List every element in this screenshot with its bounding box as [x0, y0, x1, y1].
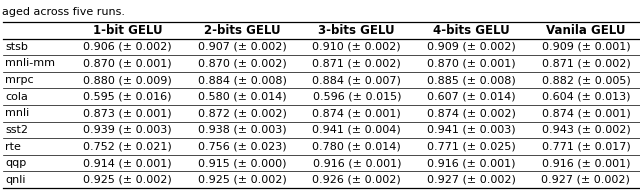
Text: cola: cola [5, 92, 28, 102]
Text: 2-bits GELU: 2-bits GELU [204, 24, 280, 37]
Text: 0.604 (± 0.013): 0.604 (± 0.013) [541, 92, 630, 102]
Text: Vanila GELU: Vanila GELU [546, 24, 626, 37]
Text: 0.909 (± 0.002): 0.909 (± 0.002) [427, 42, 516, 52]
Text: 4-bits GELU: 4-bits GELU [433, 24, 509, 37]
Text: 0.874 (± 0.002): 0.874 (± 0.002) [427, 108, 516, 118]
Text: 0.941 (± 0.004): 0.941 (± 0.004) [312, 125, 401, 135]
Text: 0.927 (± 0.002): 0.927 (± 0.002) [541, 175, 630, 185]
Text: 0.909 (± 0.001): 0.909 (± 0.001) [541, 42, 630, 52]
Text: 0.871 (± 0.002): 0.871 (± 0.002) [541, 58, 630, 69]
Text: 0.882 (± 0.005): 0.882 (± 0.005) [541, 75, 630, 85]
Text: 0.870 (± 0.001): 0.870 (± 0.001) [427, 58, 516, 69]
Text: 0.938 (± 0.003): 0.938 (± 0.003) [198, 125, 287, 135]
Text: 0.874 (± 0.001): 0.874 (± 0.001) [541, 108, 630, 118]
Text: 0.941 (± 0.003): 0.941 (± 0.003) [427, 125, 516, 135]
Text: 0.596 (± 0.015): 0.596 (± 0.015) [312, 92, 401, 102]
Text: mnli-mm: mnli-mm [5, 58, 55, 69]
Text: 0.884 (± 0.007): 0.884 (± 0.007) [312, 75, 401, 85]
Text: sst2: sst2 [5, 125, 28, 135]
Text: 0.752 (± 0.021): 0.752 (± 0.021) [83, 141, 172, 152]
Text: 0.756 (± 0.023): 0.756 (± 0.023) [198, 141, 287, 152]
Text: 0.874 (± 0.001): 0.874 (± 0.001) [312, 108, 401, 118]
Text: 0.580 (± 0.014): 0.580 (± 0.014) [198, 92, 287, 102]
Text: 0.916 (± 0.001): 0.916 (± 0.001) [427, 158, 516, 168]
Text: qnli: qnli [5, 175, 26, 185]
Text: 0.607 (± 0.014): 0.607 (± 0.014) [427, 92, 516, 102]
Text: 0.925 (± 0.002): 0.925 (± 0.002) [83, 175, 172, 185]
Text: 0.871 (± 0.002): 0.871 (± 0.002) [312, 58, 401, 69]
Text: 0.880 (± 0.009): 0.880 (± 0.009) [83, 75, 172, 85]
Text: 0.915 (± 0.000): 0.915 (± 0.000) [198, 158, 287, 168]
Text: stsb: stsb [5, 42, 28, 52]
Text: 0.910 (± 0.002): 0.910 (± 0.002) [312, 42, 401, 52]
Text: mrpc: mrpc [5, 75, 34, 85]
Text: 0.780 (± 0.014): 0.780 (± 0.014) [312, 141, 401, 152]
Text: 0.884 (± 0.008): 0.884 (± 0.008) [198, 75, 287, 85]
Text: 0.916 (± 0.001): 0.916 (± 0.001) [541, 158, 630, 168]
Text: 0.873 (± 0.001): 0.873 (± 0.001) [83, 108, 172, 118]
Text: 0.872 (± 0.002): 0.872 (± 0.002) [198, 108, 287, 118]
Text: 0.939 (± 0.003): 0.939 (± 0.003) [83, 125, 172, 135]
Text: 0.943 (± 0.002): 0.943 (± 0.002) [541, 125, 630, 135]
Text: 0.914 (± 0.001): 0.914 (± 0.001) [83, 158, 172, 168]
Text: 0.771 (± 0.025): 0.771 (± 0.025) [427, 141, 516, 152]
Text: 0.870 (± 0.001): 0.870 (± 0.001) [83, 58, 172, 69]
Text: aged across five runs.: aged across five runs. [2, 7, 125, 17]
Text: 0.870 (± 0.002): 0.870 (± 0.002) [198, 58, 287, 69]
Text: 0.885 (± 0.008): 0.885 (± 0.008) [427, 75, 516, 85]
Text: 0.926 (± 0.002): 0.926 (± 0.002) [312, 175, 401, 185]
Text: 0.595 (± 0.016): 0.595 (± 0.016) [83, 92, 172, 102]
Text: 1-bit GELU: 1-bit GELU [93, 24, 163, 37]
Text: 0.771 (± 0.017): 0.771 (± 0.017) [541, 141, 630, 152]
Text: 0.927 (± 0.002): 0.927 (± 0.002) [427, 175, 516, 185]
Text: rte: rte [5, 141, 21, 152]
Text: 0.907 (± 0.002): 0.907 (± 0.002) [198, 42, 287, 52]
Text: 3-bits GELU: 3-bits GELU [319, 24, 395, 37]
Text: 0.916 (± 0.001): 0.916 (± 0.001) [312, 158, 401, 168]
Text: 0.925 (± 0.002): 0.925 (± 0.002) [198, 175, 287, 185]
Text: qqp: qqp [5, 158, 26, 168]
Text: 0.906 (± 0.002): 0.906 (± 0.002) [83, 42, 172, 52]
Text: mnli: mnli [5, 108, 29, 118]
